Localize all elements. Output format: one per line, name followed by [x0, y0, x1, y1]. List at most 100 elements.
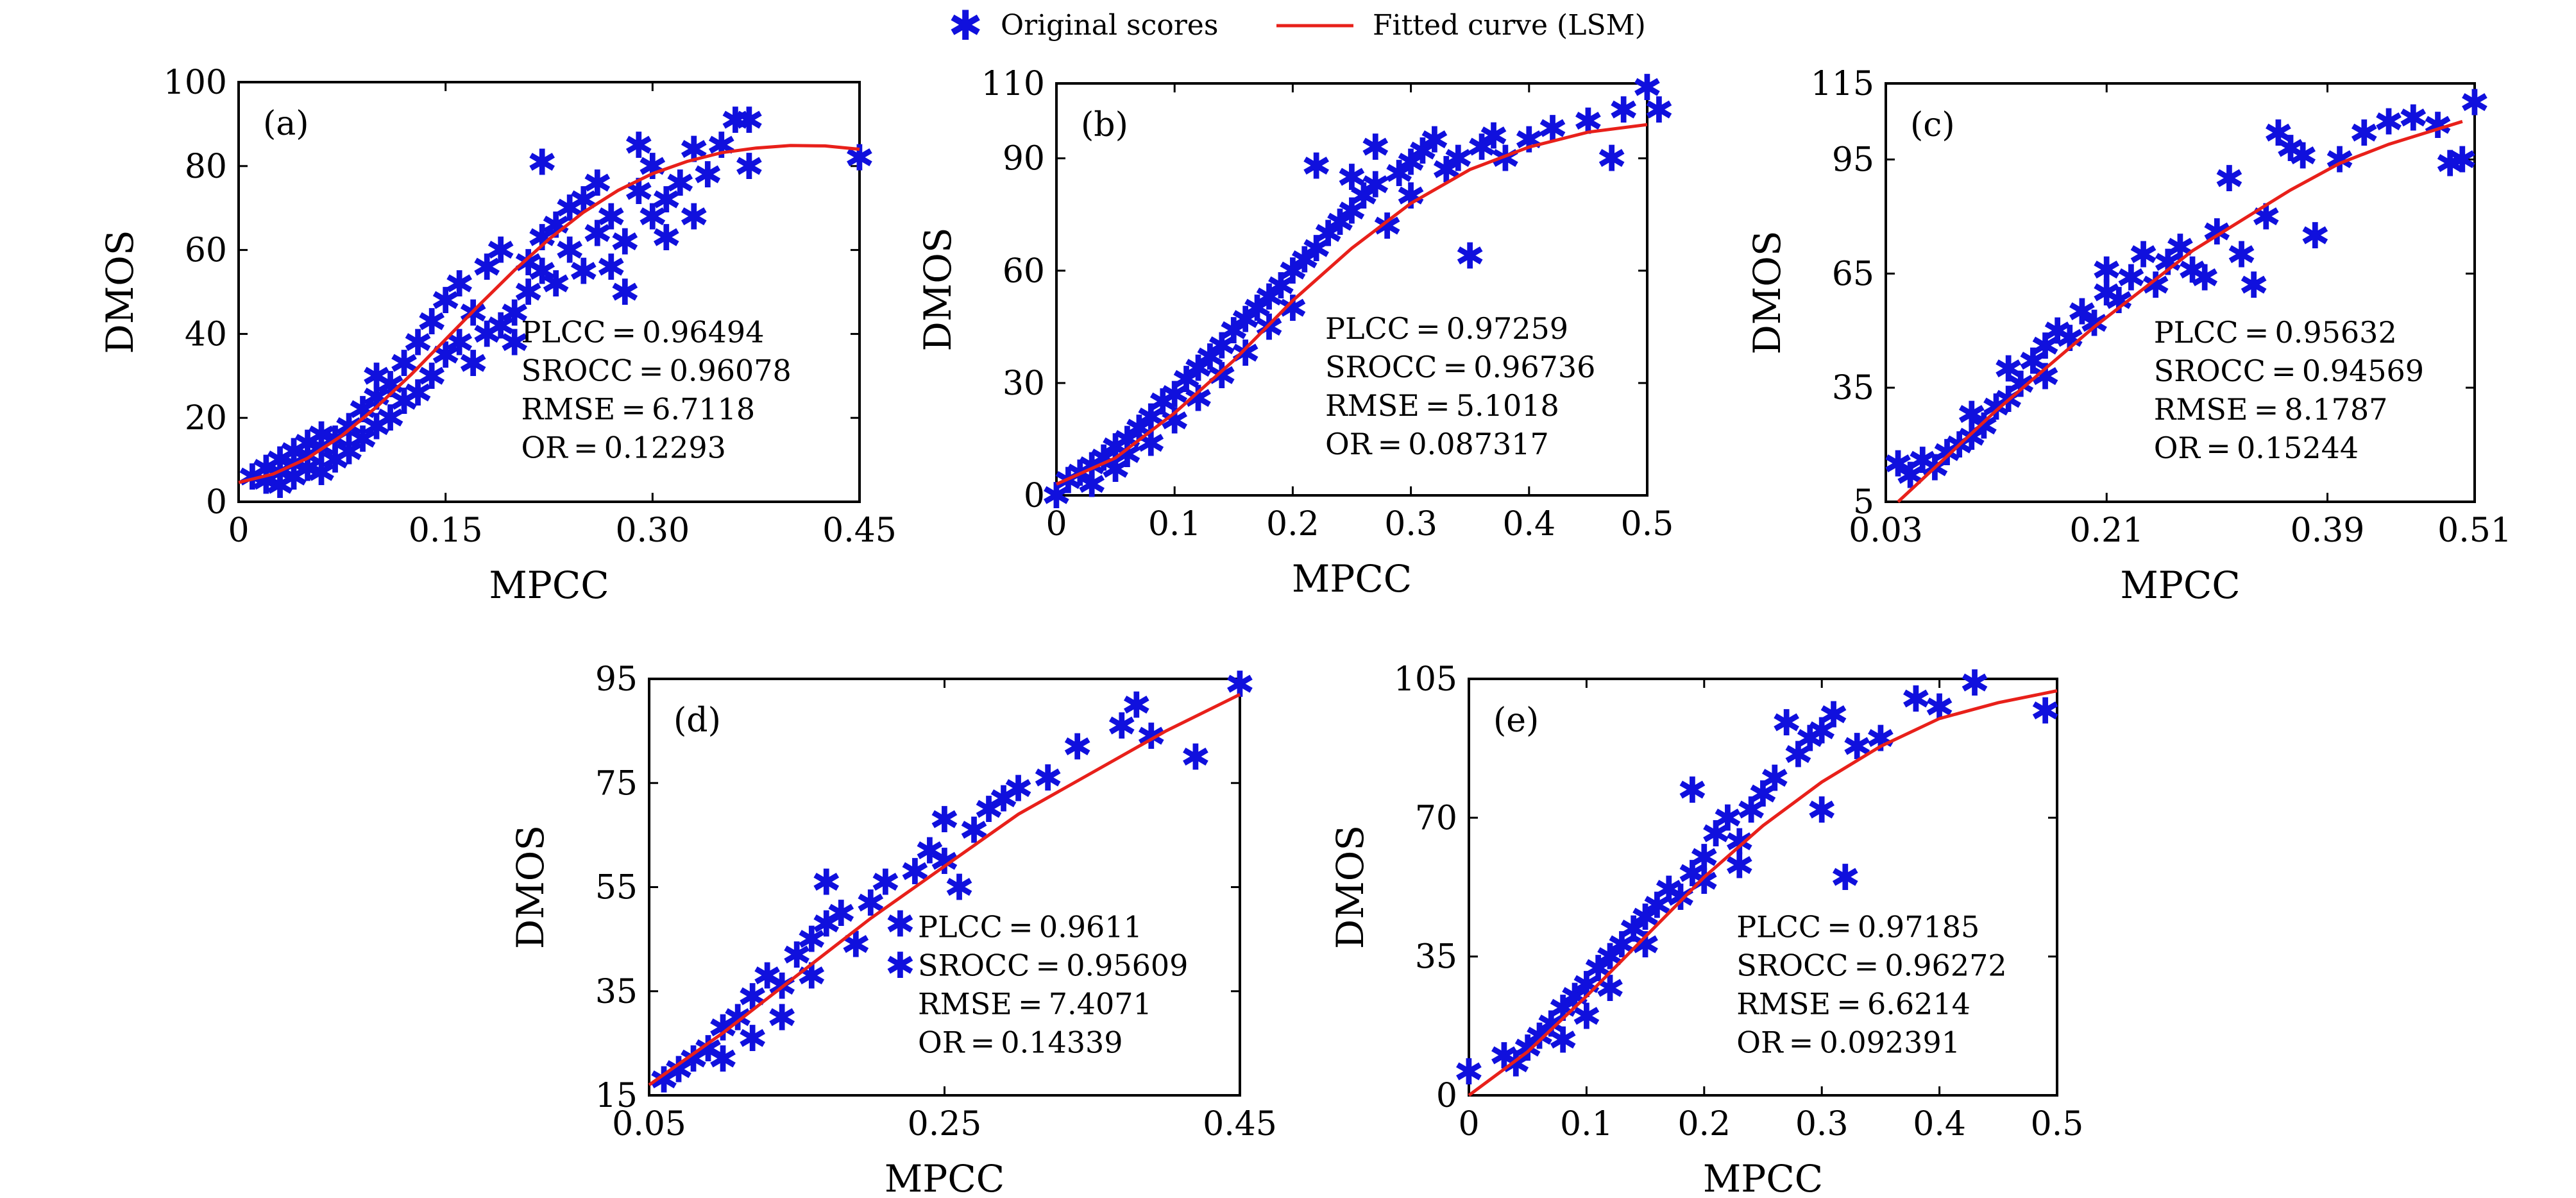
data-point: ✱ [870, 862, 901, 903]
y-tick-label: 95 [595, 660, 638, 699]
data-point: ✱ [541, 264, 571, 305]
data-point: ✱ [2214, 158, 2244, 200]
fitted-curve [1468, 689, 2058, 1097]
panel-c: 0.03 0.21 0.39 0.515356595115MPCCDMOS(c)✱✱✱… [1745, 65, 2512, 607]
data-point: ✱ [720, 100, 750, 142]
stat-line: OR = 0.12293 [521, 430, 725, 465]
panel-label: (a) [263, 105, 309, 143]
data-point: ✱ [693, 155, 723, 196]
data-point: ✱ [251, 449, 282, 490]
data-point: ✱ [1325, 202, 1355, 244]
data-point: ✱ [610, 272, 640, 314]
data-point: ✱ [734, 100, 764, 142]
x-tick-label: 0.51 [2437, 511, 2512, 550]
data-point: ✱ [1724, 846, 1754, 887]
panel-label: (e) [1493, 701, 1539, 740]
data-point: ✱ [2190, 257, 2220, 299]
data-point: ✱ [1818, 695, 1849, 737]
stat-line: PLCC = 0.9611 [918, 909, 1142, 944]
panel-a: 0 0.15 0.30 0.45020406080100MPCCDMOS(a)✱✱✱✱… [98, 64, 897, 607]
y-tick-label: 65 [1832, 255, 1874, 293]
data-point: ✱ [2374, 101, 2404, 143]
data-point: ✱ [767, 997, 797, 1039]
data-point: ✱ [500, 322, 530, 364]
y-tick-label: 60 [1003, 252, 1045, 291]
data-point: ✱ [1501, 1044, 1531, 1086]
x-tick-label: 0.5 [2031, 1105, 2084, 1143]
y-tick-label: 55 [595, 869, 638, 907]
x-tick-label: 0.30 [615, 511, 690, 550]
stat-line: RMSE = 6.7118 [521, 391, 755, 426]
data-point: ✱ [1514, 120, 1544, 162]
scatter-points: ✱✱✱✱✱✱✱✱✱✱✱✱✱✱✱✱✱✱✱✱✱✱✱✱✱✱✱✱✱✱✱✱✱✱✱✱✱✱✱✱… [1042, 67, 1674, 517]
stat-line: SROCC = 0.95609 [918, 948, 1188, 982]
data-point: ✱ [651, 218, 681, 259]
data-point: ✱ [1713, 798, 1743, 839]
data-point: ✱ [638, 146, 668, 188]
data-point: ✱ [1908, 440, 1938, 482]
stat-line: OR = 0.15244 [2154, 431, 2359, 465]
data-point: ✱ [500, 293, 530, 335]
data-point: ✱ [1242, 288, 1273, 330]
data-point: ✱ [1230, 300, 1260, 341]
legend: ✱ Original scores Fitted curve (LSM) [948, 3, 1646, 50]
data-point: ✱ [1062, 726, 1092, 768]
data-point: ✱ [679, 196, 709, 238]
data-point: ✱ [1443, 139, 1473, 180]
legend-curve-label: Fitted curve (LSM) [1373, 9, 1646, 42]
x-tick-label: 0 [1046, 505, 1067, 543]
data-point: ✱ [708, 1008, 738, 1050]
data-point: ✱ [974, 789, 1004, 831]
y-tick-label: 40 [185, 315, 227, 354]
stat-line: PLCC = 0.96494 [521, 314, 764, 349]
y-tick-label: 100 [164, 64, 227, 102]
x-tick-label: 0.1 [1148, 505, 1201, 543]
data-point: ✱ [826, 893, 856, 935]
data-point: ✱ [389, 381, 419, 423]
data-point: ✱ [417, 302, 447, 343]
x-tick-label: 0.4 [1502, 505, 1555, 543]
data-point: ✱ [1595, 968, 1625, 1010]
data-point: ✱ [623, 171, 654, 213]
stat-line: PLCC = 0.95632 [2154, 315, 2397, 350]
data-point: ✱ [527, 142, 557, 184]
data-point: ✱ [1759, 758, 1790, 800]
data-point: ✱ [1901, 679, 1931, 721]
stat-line: OR = 0.14339 [918, 1025, 1123, 1059]
data-point: ✱ [1597, 139, 1627, 180]
data-point: ✱ [1360, 165, 1391, 207]
y-tick-label: 115 [1811, 65, 1874, 103]
panel-label: (d) [674, 701, 721, 740]
legend-points-label: Original scores [1001, 9, 1218, 42]
data-point: ✱ [582, 213, 613, 255]
data-point: ✱ [1642, 885, 1672, 927]
fitted-curve [1055, 123, 1648, 486]
stat-line: RMSE = 7.4071 [918, 986, 1152, 1021]
data-point: ✱ [1254, 277, 1284, 319]
data-point: ✱ [486, 305, 516, 347]
data-point: ✱ [638, 196, 668, 238]
stat-line: OR = 0.087317 [1325, 427, 1549, 461]
data-point: ✱ [1408, 131, 1438, 173]
scatter-points: ✱✱✱✱✱✱✱✱✱✱✱✱✱✱✱✱✱✱✱✱✱✱✱✱✱✱✱✱✱✱✱✱✱✱✱✱✱✱✱✱… [237, 100, 874, 507]
data-point: ✱ [797, 920, 827, 961]
data-point: ✱ [445, 322, 475, 364]
data-point: ✱ [1360, 127, 1391, 169]
x-tick-label: 0.5 [1621, 505, 1674, 543]
data-point: ✱ [1289, 239, 1319, 281]
data-point: ✱ [811, 903, 842, 945]
x-tick-label: 0.21 [2069, 511, 2144, 550]
fitted-curve [648, 693, 1241, 1086]
data-point: ✱ [1772, 703, 1802, 744]
x-tick-label: 0.45 [1203, 1105, 1277, 1143]
data-point: ✱ [1883, 444, 1913, 486]
data-point: ✱ [915, 831, 945, 873]
data-point: ✱ [2080, 303, 2110, 345]
data-point: ✱ [458, 343, 488, 385]
data-point: ✱ [797, 955, 827, 997]
stat-line: RMSE = 5.1018 [1325, 388, 1559, 423]
y-tick-label: 35 [1415, 938, 1457, 977]
y-axis-label: DMOS [98, 230, 142, 354]
data-point: ✱ [2435, 143, 2465, 185]
data-point: ✱ [1106, 706, 1137, 748]
